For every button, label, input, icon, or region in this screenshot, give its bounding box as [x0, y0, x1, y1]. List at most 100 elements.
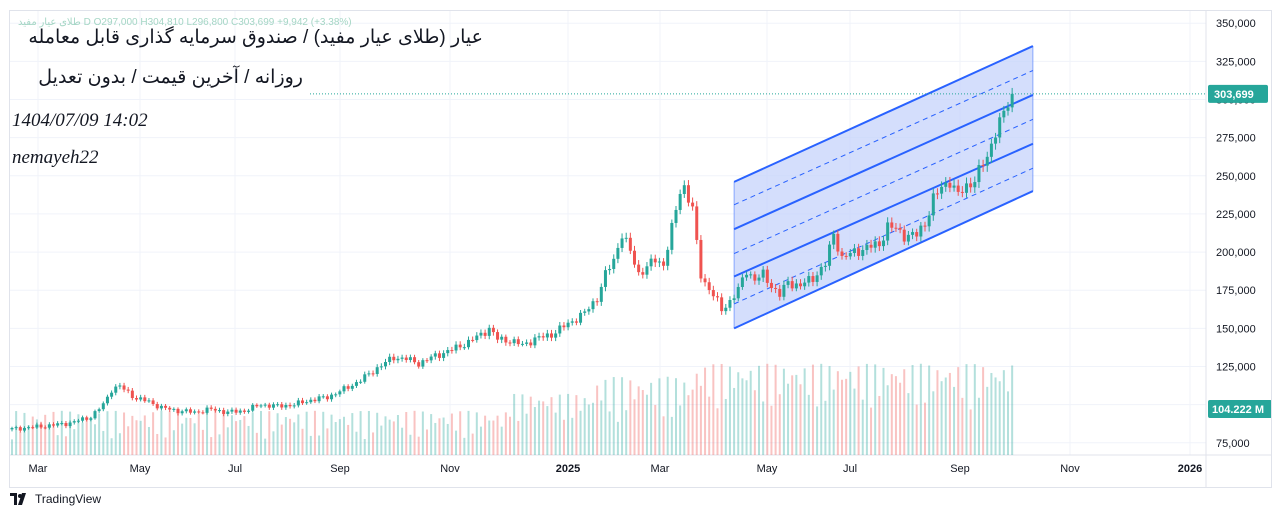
- volume-bar: [152, 412, 155, 455]
- candle: [657, 257, 661, 268]
- candle: [18, 425, 22, 433]
- volume-bar: [666, 376, 669, 455]
- candle-body: [616, 247, 620, 259]
- candle: [313, 397, 317, 404]
- volume-bar: [396, 415, 399, 455]
- volume-bar: [168, 411, 171, 455]
- volume-bar: [973, 364, 976, 455]
- volume-bar: [313, 410, 316, 455]
- candle-body: [595, 301, 599, 303]
- volume-bar: [177, 413, 179, 455]
- candle-body: [47, 424, 51, 428]
- volume-bar: [749, 370, 752, 455]
- volume-bar: [251, 412, 254, 455]
- candle: [487, 324, 491, 340]
- candle: [525, 339, 529, 347]
- candle-body: [508, 342, 512, 344]
- candle: [603, 266, 607, 292]
- candle: [1010, 87, 1014, 113]
- volume-bar: [193, 423, 196, 455]
- candle-body: [786, 281, 790, 285]
- candle-body: [276, 404, 280, 406]
- candle: [39, 422, 43, 429]
- candle-body: [574, 321, 578, 323]
- volume-bar: [260, 410, 262, 455]
- candle: [612, 254, 616, 274]
- candle: [151, 398, 155, 406]
- candle-body: [27, 427, 31, 429]
- candle-body: [989, 143, 993, 157]
- volume-bar: [998, 381, 1001, 455]
- candle-body: [68, 422, 72, 427]
- volume-bar: [235, 421, 238, 455]
- candle: [836, 230, 840, 256]
- volume-bar: [521, 394, 524, 455]
- volume-bar: [488, 420, 491, 455]
- candle: [641, 267, 645, 279]
- candle-body: [852, 248, 856, 254]
- candle-body: [288, 404, 292, 407]
- volume-bar: [355, 431, 358, 455]
- candle-body: [579, 312, 583, 323]
- volume-bar: [139, 420, 142, 455]
- candle: [512, 336, 516, 347]
- volume-bar: [156, 433, 159, 455]
- candle: [678, 189, 682, 215]
- candle-body: [496, 332, 500, 340]
- candle: [388, 353, 392, 366]
- volume-bar: [567, 393, 570, 455]
- candle: [923, 221, 927, 232]
- volume-bar: [471, 433, 474, 455]
- candle-body: [458, 344, 462, 348]
- candle-body: [562, 325, 566, 328]
- volume-bar: [172, 430, 175, 455]
- candle: [969, 177, 973, 193]
- candle: [22, 426, 26, 433]
- volume-bar: [222, 412, 225, 455]
- volume-bar: [496, 415, 499, 455]
- volume-bar: [836, 371, 839, 455]
- candle-body: [550, 333, 553, 338]
- candle-body: [296, 400, 300, 406]
- tradingview-branding[interactable]: TradingView: [10, 492, 101, 506]
- volume-bar: [135, 420, 138, 455]
- candle-body: [101, 403, 105, 410]
- candle-body: [363, 374, 367, 382]
- volume-bar: [359, 411, 362, 455]
- candle: [259, 403, 263, 409]
- candle: [686, 180, 690, 207]
- candle-body: [251, 404, 255, 411]
- candle-body: [35, 424, 39, 428]
- candle: [47, 422, 51, 430]
- candle-body: [479, 332, 483, 336]
- candle: [720, 293, 724, 315]
- x-tick-label: Mar: [29, 463, 48, 475]
- candle-body: [877, 241, 881, 247]
- volume-bar: [770, 405, 773, 455]
- volume-bar: [633, 399, 636, 455]
- volume-bar: [455, 430, 458, 455]
- x-tick-label: May: [757, 463, 778, 475]
- candle: [981, 159, 985, 172]
- volume-bar: [338, 419, 341, 455]
- volume-bar: [392, 421, 395, 455]
- candle-body: [873, 241, 877, 248]
- candle-body: [413, 357, 417, 363]
- candle-body: [404, 357, 408, 361]
- candle: [819, 263, 823, 280]
- candle-body: [894, 227, 898, 229]
- candle-body: [657, 261, 661, 263]
- candle-body: [902, 229, 906, 242]
- candle: [765, 265, 769, 288]
- candle-body: [475, 335, 479, 341]
- volume-bar: [284, 417, 287, 455]
- price-chart[interactable]: 75,000100,000125,000150,000175,000200,00…: [10, 11, 1271, 487]
- x-tick-label: Nov: [1060, 463, 1080, 475]
- y-tick-label: 175,000: [1216, 285, 1256, 297]
- y-tick-label: 225,000: [1216, 209, 1256, 221]
- volume-bar: [716, 408, 719, 455]
- candle: [1006, 102, 1010, 116]
- volume-bar: [127, 426, 130, 455]
- candle-body: [695, 206, 699, 240]
- candle: [583, 308, 587, 316]
